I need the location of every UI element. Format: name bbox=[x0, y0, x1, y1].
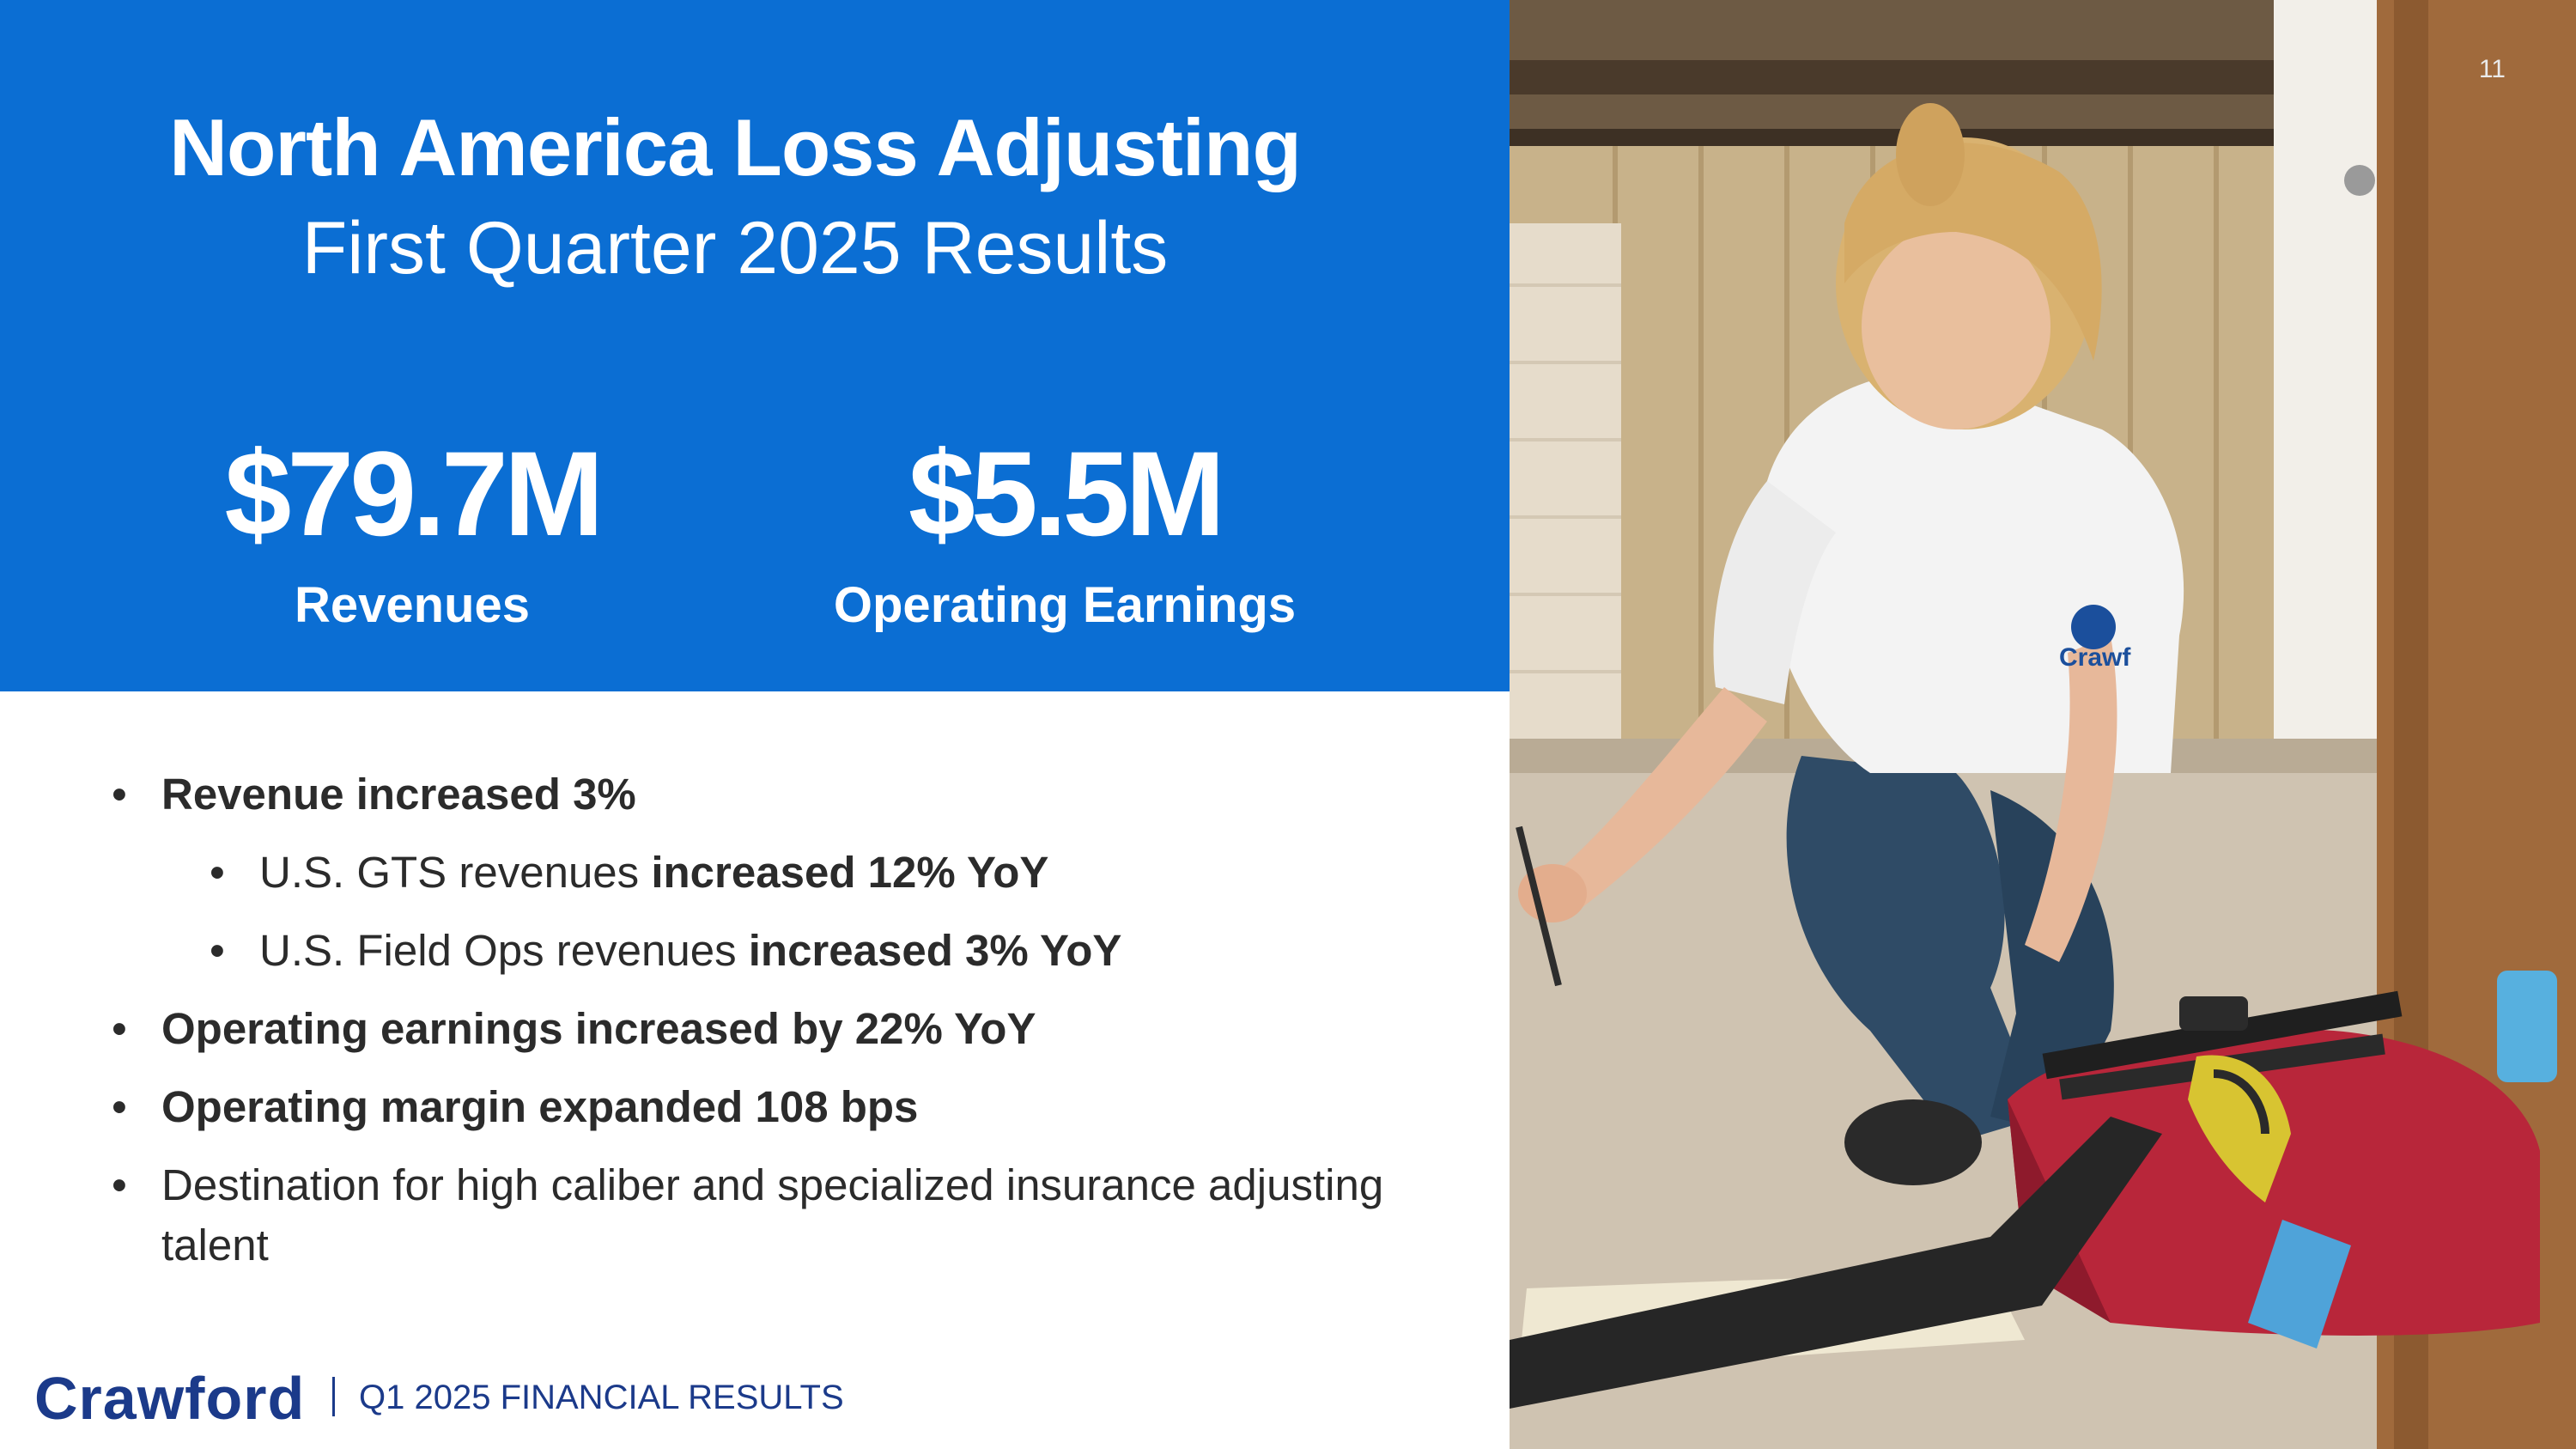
metric-revenues: $79.7M Revenues bbox=[163, 434, 661, 634]
bullet-marker: • bbox=[112, 1160, 127, 1209]
slide-subtitle: First Quarter 2025 Results bbox=[301, 207, 1169, 289]
bullet-text-bold: increased 12% YoY bbox=[651, 848, 1049, 897]
metric-label: Operating Earnings bbox=[833, 577, 1297, 633]
footer-divider bbox=[332, 1377, 335, 1416]
bullet-item: • Revenue increased 3% bbox=[112, 764, 1451, 825]
page-number: 11 bbox=[2478, 55, 2506, 83]
adjuster-photo: Crawf 11 bbox=[1510, 0, 2576, 1449]
metric-operating-earnings: $5.5M Operating Earnings bbox=[790, 434, 1340, 634]
bullet-text-bold: Revenue increased 3% bbox=[161, 770, 636, 819]
metric-label: Revenues bbox=[294, 577, 531, 633]
bullet-text: Destination for high caliber and special… bbox=[161, 1160, 1384, 1269]
bullet-marker: • bbox=[112, 1004, 127, 1053]
sub-bullet-item: • U.S. Field Ops revenues increased 3% Yo… bbox=[210, 921, 1451, 981]
crawford-logo: Crawford bbox=[34, 1365, 306, 1432]
shirt-logo-text: Crawf bbox=[2059, 643, 2131, 672]
photo-illustration: Crawf bbox=[1510, 0, 2576, 1449]
footer-caption: Q1 2025 FINANCIAL RESULTS bbox=[359, 1379, 844, 1416]
bullet-text: U.S. Field Ops revenues bbox=[259, 926, 749, 975]
slide-title: North America Loss Adjusting bbox=[169, 102, 1302, 192]
metric-value: $5.5M bbox=[908, 426, 1225, 561]
bullet-marker: • bbox=[210, 848, 225, 897]
bullet-text-bold: Operating margin expanded 108 bps bbox=[161, 1082, 919, 1131]
sub-bullet-item: • U.S. GTS revenues increased 12% YoY bbox=[210, 843, 1451, 903]
bullet-item: • Operating earnings increased by 22% YoY bbox=[112, 999, 1451, 1059]
bullet-text-bold: Operating earnings increased by 22% YoY bbox=[161, 1004, 1036, 1053]
bullet-marker: • bbox=[112, 770, 127, 819]
bullet-item: • Operating margin expanded 108 bps bbox=[112, 1077, 1451, 1137]
bullet-text-bold: increased 3% YoY bbox=[748, 926, 1122, 975]
bullet-marker: • bbox=[112, 1082, 127, 1131]
header-panel: North America Loss Adjusting First Quart… bbox=[0, 0, 1510, 691]
bullet-marker: • bbox=[210, 926, 225, 975]
metric-value: $79.7M bbox=[224, 426, 605, 561]
bullet-item: • Destination for high caliber and specia… bbox=[112, 1155, 1451, 1275]
bullet-list: • Revenue increased 3% • U.S. GTS revenues… bbox=[112, 764, 1451, 1294]
bullet-text: U.S. GTS revenues bbox=[259, 848, 652, 897]
